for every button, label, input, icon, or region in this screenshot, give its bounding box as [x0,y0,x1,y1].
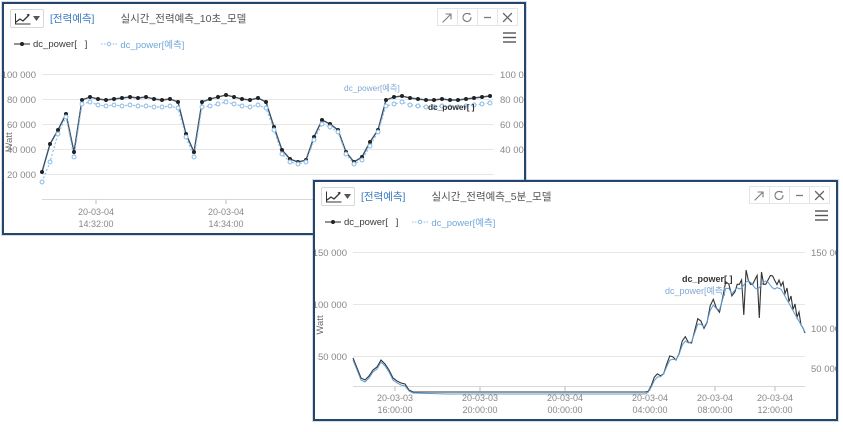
svg-text:dc_power[ ]: dc_power[ ] [682,274,733,284]
svg-text:20-03-04: 20-03-04 [697,393,733,403]
svg-text:50 000: 50 000 [318,352,347,363]
svg-text:20-03-04: 20-03-04 [78,207,114,217]
svg-text:dc_power[ ]: dc_power[ ] [428,102,475,112]
svg-text:100 000: 100 000 [315,300,347,311]
svg-text:20-03-04: 20-03-04 [208,207,244,217]
svg-text:100 000: 100 000 [500,70,526,81]
svg-text:00:00:00: 00:00:00 [547,405,582,415]
svg-text:50 000: 50 000 [811,364,838,375]
svg-text:100 000: 100 000 [4,70,36,81]
svg-text:12:00:00: 12:00:00 [757,405,792,415]
svg-text:04:00:00: 04:00:00 [632,405,667,415]
svg-text:60 000: 60 000 [500,120,526,131]
svg-text:150 000: 150 000 [315,248,347,259]
svg-text:20-03-04: 20-03-04 [757,393,793,403]
svg-text:14:32:00: 14:32:00 [78,219,113,229]
svg-text:08:00:00: 08:00:00 [697,405,732,415]
svg-text:16:00:00: 16:00:00 [377,405,412,415]
svg-text:40 000: 40 000 [7,145,36,156]
svg-text:80 000: 80 000 [7,95,36,106]
svg-text:20-03-03: 20-03-03 [377,393,413,403]
svg-text:dc_power[예측]: dc_power[예측] [665,286,726,296]
svg-text:20:00:00: 20:00:00 [462,405,497,415]
svg-text:14:34:00: 14:34:00 [208,219,243,229]
svg-text:100 000: 100 000 [811,324,838,335]
svg-text:150 000: 150 000 [811,248,838,259]
svg-text:80 000: 80 000 [500,95,526,106]
svg-text:dc_power[예측]: dc_power[예측] [344,83,400,93]
svg-text:40 000: 40 000 [500,145,526,156]
svg-text:20 000: 20 000 [7,170,36,181]
svg-text:Watt: Watt [315,315,326,335]
svg-text:60 000: 60 000 [7,120,36,131]
